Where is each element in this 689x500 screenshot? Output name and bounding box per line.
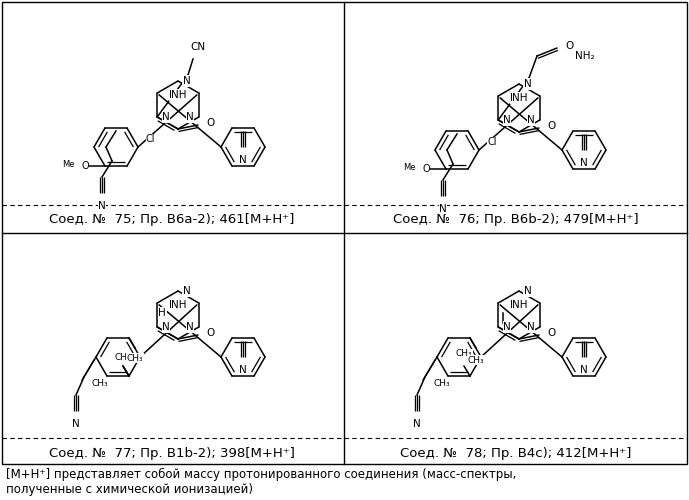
Text: O: O — [547, 121, 555, 131]
Text: N: N — [239, 365, 247, 375]
Text: CH₃: CH₃ — [433, 378, 450, 388]
Text: HN: HN — [169, 300, 185, 310]
Text: CN: CN — [190, 42, 205, 52]
Text: Соед. №  77; Пр. B1b-2); 398[M+H⁺]: Соед. № 77; Пр. B1b-2); 398[M+H⁺] — [49, 446, 295, 460]
Text: Me: Me — [63, 160, 75, 168]
Text: O: O — [206, 118, 214, 128]
Text: N: N — [503, 322, 511, 332]
Text: N: N — [186, 112, 194, 122]
Text: N: N — [98, 201, 106, 211]
Text: N: N — [527, 322, 535, 332]
Text: O: O — [565, 41, 573, 51]
Text: CH₃: CH₃ — [455, 349, 473, 358]
Text: O: O — [81, 161, 89, 171]
Text: N: N — [72, 419, 80, 429]
Text: N: N — [162, 112, 170, 122]
Text: N: N — [239, 155, 247, 165]
Text: Соед. №  78; Пр. B4с); 412[M+H⁺]: Соед. № 78; Пр. B4с); 412[M+H⁺] — [400, 446, 632, 460]
Text: N: N — [580, 158, 588, 168]
Text: Me: Me — [404, 162, 416, 172]
Text: NH: NH — [171, 300, 187, 310]
Text: O: O — [206, 328, 214, 338]
Text: HN: HN — [169, 90, 185, 100]
Text: CH₃: CH₃ — [92, 378, 109, 388]
Text: N: N — [183, 286, 191, 296]
Text: полученные с химической ионизацией): полученные с химической ионизацией) — [6, 484, 253, 496]
Text: NH: NH — [512, 300, 528, 310]
Text: HN: HN — [511, 300, 526, 310]
Text: HN: HN — [511, 93, 526, 103]
Text: CH₃: CH₃ — [127, 354, 143, 363]
Text: Соед. №  75; Пр. B6a-2); 461[M+H⁺]: Соед. № 75; Пр. B6a-2); 461[M+H⁺] — [50, 214, 295, 226]
Text: N: N — [186, 322, 194, 332]
Text: N: N — [527, 115, 535, 125]
Text: Соед. №  76; Пр. B6b-2); 479[M+H⁺]: Соед. № 76; Пр. B6b-2); 479[M+H⁺] — [393, 214, 639, 226]
Text: O: O — [422, 164, 430, 174]
Text: NH₂: NH₂ — [575, 51, 595, 61]
Text: N: N — [439, 204, 447, 214]
Text: [М+Н⁺] представляет собой массу протонированного соединения (масс-спектры,: [М+Н⁺] представляет собой массу протонир… — [6, 468, 516, 480]
Text: N: N — [162, 322, 170, 332]
Text: N: N — [183, 76, 191, 86]
Text: CH₃: CH₃ — [114, 353, 132, 362]
Text: NH: NH — [512, 93, 528, 103]
Text: N: N — [503, 115, 511, 125]
Text: N: N — [413, 419, 421, 429]
Text: N: N — [524, 79, 532, 89]
Text: Cl: Cl — [146, 134, 156, 144]
Text: N: N — [580, 365, 588, 375]
Text: CH₃: CH₃ — [468, 356, 484, 365]
Text: O: O — [547, 328, 555, 338]
Text: Cl: Cl — [487, 137, 497, 147]
Text: N: N — [524, 286, 532, 296]
Text: H: H — [158, 308, 166, 318]
Text: NH: NH — [171, 90, 187, 100]
